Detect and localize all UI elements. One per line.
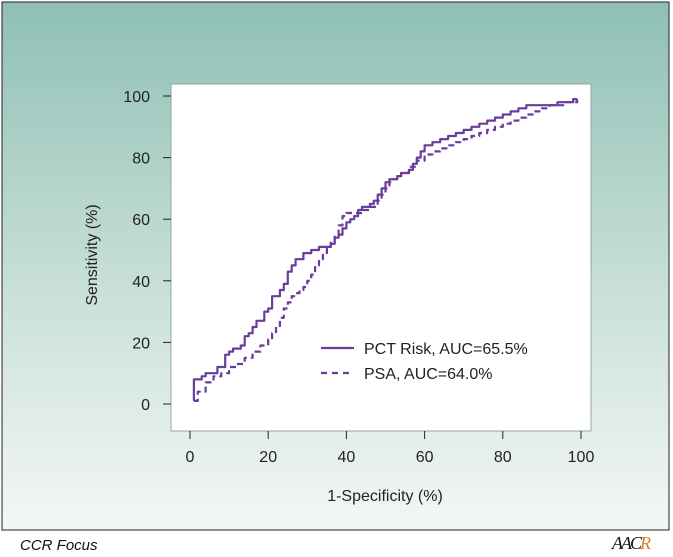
- x-tick-label: 0: [186, 449, 195, 466]
- aacr-logo-r: R: [640, 533, 651, 553]
- y-axis-label: Sensitivity (%): [84, 204, 101, 305]
- y-tick-label: 20: [132, 335, 150, 352]
- plot-area: [170, 83, 592, 432]
- x-tick-label: 80: [494, 449, 512, 466]
- y-tick-label: 100: [123, 89, 150, 106]
- y-tick-label: 40: [132, 274, 150, 291]
- x-tick-label: 40: [338, 449, 356, 466]
- x-axis-label: 1-Specificity (%): [327, 488, 443, 505]
- x-tick-label: 60: [416, 449, 434, 466]
- legend-label-pct-risk: PCT Risk, AUC=65.5%: [364, 341, 528, 358]
- legend: PCT Risk, AUC=65.5% PSA, AUC=64.0%: [321, 341, 528, 383]
- aacr-logo-text: AAC: [612, 533, 642, 553]
- axes: 0 20 40 60 80 100 0 20 40 60 80 100: [123, 89, 594, 466]
- series-line-psa: [193, 99, 579, 402]
- aacr-logo: AACR: [612, 533, 651, 554]
- series-lines: [192, 98, 579, 402]
- x-tick-label: 20: [259, 449, 277, 466]
- y-tick-label: 0: [141, 397, 150, 414]
- x-tick-label: 100: [568, 449, 595, 466]
- y-tick-label: 80: [132, 151, 150, 168]
- y-tick-label: 60: [132, 212, 150, 229]
- footer-journal-label: CCR Focus: [20, 537, 98, 554]
- legend-label-psa: PSA, AUC=64.0%: [364, 366, 493, 383]
